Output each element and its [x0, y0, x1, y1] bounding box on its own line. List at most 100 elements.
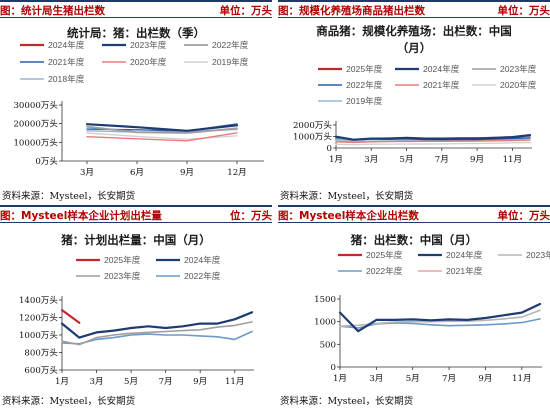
- panel-scale-farm-slaughter: 图：规模化养殖场商品猪出栏数 单位：万头 商品猪：规模化养殖场：出栏数：中国 （月…: [278, 0, 550, 205]
- legend-item-2023: 2023年度: [76, 270, 141, 281]
- x-tick-label: 1月: [329, 154, 343, 165]
- y-tick-label: 1500: [314, 295, 336, 305]
- panel-unit: 位：万头: [230, 210, 272, 222]
- y-tick-label: 500: [320, 340, 336, 350]
- y-tick-label: 600万头: [24, 365, 58, 376]
- x-tick-label: 9月: [478, 373, 492, 384]
- legend-item-2023: 2023年度: [102, 39, 167, 50]
- panel-title: 图：Mysteel样本企业计划出栏量: [0, 210, 162, 222]
- chart-title: 猪：出栏数：中国（月）: [350, 233, 478, 247]
- legend-item-2019: 2019年度: [318, 95, 383, 106]
- series-line-2020: [335, 141, 531, 146]
- y-tick-label: 10000万头: [13, 137, 58, 148]
- legend-item-2021: 2021年度: [418, 265, 483, 276]
- chart-title: 商品猪：规模化养殖场：出栏数：中国: [316, 24, 512, 38]
- panel-header: 图：规模化养殖场商品猪出栏数 单位：万头: [278, 0, 550, 18]
- x-tick-label: 11月: [503, 154, 523, 165]
- x-tick-label: 1月: [333, 373, 347, 384]
- legend-label: 2023年度: [104, 270, 141, 281]
- x-tick-label: 7月: [435, 154, 449, 165]
- source-note: 资料来源：Mysteel，长安期货: [280, 396, 414, 407]
- line-chart: 猪：计划出栏量：中国（月） 2025年度 2024年度 2023年度 2022年度 600…: [19, 233, 254, 387]
- legend-label: 2025年度: [104, 254, 141, 265]
- legend-item-2024: 2024年度: [418, 249, 483, 260]
- legend-label: 2020年度: [130, 56, 167, 67]
- line-chart: 统计局：猪：出栏数（季）2024年度 2023年度 2022年度 2021年度 2020…: [13, 26, 264, 178]
- legend-label: 2021年度: [423, 79, 460, 90]
- x-tick-label: 1月: [55, 376, 69, 387]
- legend-item-2025: 2025年度: [338, 249, 403, 260]
- legend-label: 2022年度: [346, 79, 383, 90]
- series-line-2019: [86, 132, 238, 140]
- x-tick-label: 6月: [130, 167, 144, 178]
- x-tick-label: 3月: [90, 376, 104, 387]
- x-tick-label: 11月: [512, 373, 532, 384]
- legend-label: 2020年度: [500, 79, 537, 90]
- panel-header: 图：统计局生猪出栏数 单位：万头: [0, 0, 272, 18]
- line-chart: 猪：出栏数：中国（月） 2025年度 2024年度 2023年度 2022年度 2021年…: [314, 233, 550, 384]
- line-chart: 商品猪：规模化养殖场：出栏数：中国 （月） 2025年度 2024年度 2023年度 20…: [293, 24, 537, 165]
- panel-header: 图：Mysteel样本企业计划出栏量 位：万头: [0, 205, 272, 223]
- y-tick-label: 2000万头: [293, 120, 332, 131]
- x-tick-label: 5月: [400, 154, 414, 165]
- legend-item-2024: 2024年度: [395, 63, 460, 74]
- x-tick-label: 9月: [193, 376, 207, 387]
- x-tick-label: 5月: [406, 373, 420, 384]
- legend-label: 2023年度: [526, 249, 550, 260]
- legend-label: 2024年度: [446, 249, 483, 260]
- series-line-2022: [61, 330, 253, 345]
- panel-nbs-slaughter: 图：统计局生猪出栏数 单位：万头 统计局：猪：出栏数（季） 2024年度 2023年…: [0, 0, 272, 205]
- legend-item-2022: 2022年度: [156, 270, 221, 281]
- x-tick-label: 11月: [225, 376, 245, 387]
- series-line-2024: [334, 134, 532, 141]
- series-line-2022: [86, 125, 238, 134]
- x-tick-label: 3月: [364, 154, 378, 165]
- y-tick-label: 1000万头: [293, 132, 332, 143]
- x-tick-label: 12月: [227, 167, 247, 178]
- series-line-2023: [339, 309, 541, 327]
- x-tick-label: 3月: [80, 167, 94, 178]
- legend-item-2020: 2020年度: [472, 79, 537, 90]
- series-line-2024: [338, 302, 542, 333]
- panel-unit: 单位：万头: [219, 5, 273, 17]
- panel-title: 图：规模化养殖场商品猪出栏数: [278, 5, 425, 17]
- legend-label: 2022年度: [184, 270, 221, 281]
- series-line-2024: [60, 311, 254, 339]
- legend-item-2021: 2021年度: [395, 79, 460, 90]
- legend-label: 2022年度: [212, 39, 249, 50]
- legend-item-2021: 2021年度: [20, 56, 85, 67]
- series-line-2021: [335, 139, 531, 144]
- legend-item-2024: 2024年度: [156, 254, 221, 265]
- y-tick-label: 1000: [314, 318, 336, 328]
- legend-label: 2022年度: [366, 265, 403, 276]
- legend-label: 2019年度: [212, 56, 249, 67]
- y-tick-label: 0万头: [35, 156, 58, 167]
- legend-item-2025: 2025年度: [76, 254, 141, 265]
- series-line-2023: [61, 321, 253, 346]
- panel-title: 图：统计局生猪出栏数: [0, 5, 105, 17]
- source-note: 资料来源：Mysteel，长安期货: [2, 191, 136, 202]
- series-line-2023: [85, 123, 239, 132]
- y-tick-label: 1000万头: [19, 330, 58, 341]
- y-tick-label: 30000万头: [13, 100, 58, 111]
- x-tick-label: 9月: [470, 154, 484, 165]
- legend-item-2022: 2022年度: [184, 39, 249, 50]
- series-line-2025: [60, 309, 81, 324]
- y-tick-label: 800万头: [24, 348, 58, 359]
- x-tick-label: 5月: [124, 376, 138, 387]
- legend-label: 2019年度: [346, 95, 383, 106]
- series-line-2020: [86, 132, 238, 142]
- x-tick-label: 7月: [159, 376, 173, 387]
- y-tick-label: 0: [327, 144, 332, 154]
- legend-label: 2025年度: [346, 63, 383, 74]
- panel-header: 图：Mysteel样本企业出栏数 单位：万头: [278, 205, 550, 223]
- x-tick-label: 7月: [442, 373, 456, 384]
- chart-title-line2: （月）: [397, 41, 432, 55]
- legend-label: 2024年度: [423, 63, 460, 74]
- chart-title: 猪：计划出栏量：中国（月）: [60, 233, 211, 247]
- legend-label: 2018年度: [48, 73, 85, 84]
- panel-title: 图：Mysteel样本企业出栏数: [278, 210, 419, 222]
- legend-label: 2021年度: [48, 56, 85, 67]
- legend-label: 2023年度: [500, 63, 537, 74]
